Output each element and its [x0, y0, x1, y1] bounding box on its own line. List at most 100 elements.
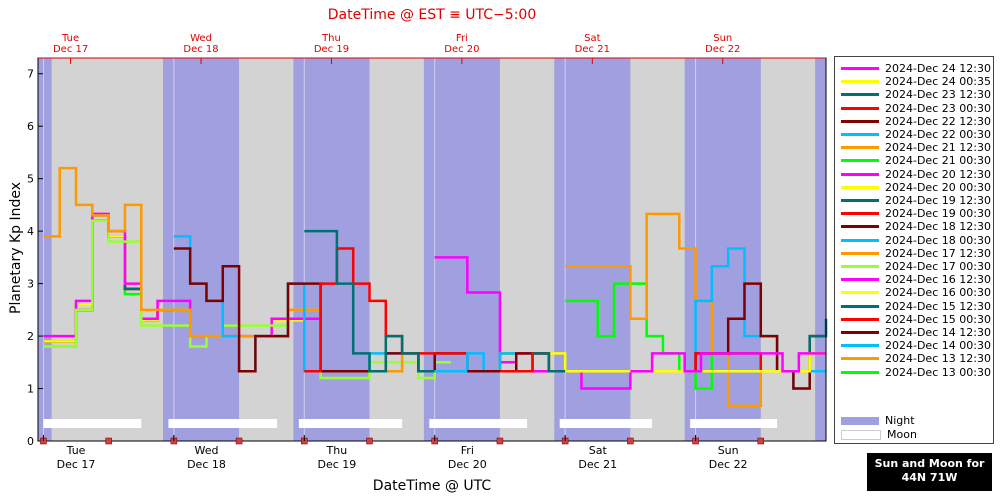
bottom-date-label: Dec 20: [448, 458, 487, 471]
legend-entry: 2024-Dec 16 00:30: [841, 286, 991, 299]
moon-bar: [43, 419, 142, 428]
time-marker: [627, 437, 634, 445]
legend-swatch: [841, 344, 879, 348]
legend-label: 2024-Dec 16 12:30: [885, 273, 991, 287]
top-day-label: Fri: [456, 33, 468, 44]
legend-entry: 2024-Dec 14 00:30: [841, 339, 991, 352]
legend-swatch: [841, 251, 879, 255]
top-date-label: Dec 18: [183, 44, 218, 55]
legend-swatch: [841, 212, 879, 216]
moon-bar: [690, 419, 778, 428]
legend-label: 2024-Dec 22 00:30: [885, 128, 991, 141]
series-line: [173, 247, 517, 373]
legend-entry: 2024-Dec 18 12:30: [841, 220, 991, 233]
night-band: [684, 58, 761, 441]
legend-label: 2024-Dec 23 00:30: [885, 101, 991, 115]
legend-swatch: [841, 185, 879, 189]
legend-entry: 2024-Dec 15 00:30: [841, 313, 991, 326]
legend-swatch: [841, 67, 879, 70]
night-band: [293, 58, 370, 441]
time-marker: [105, 437, 112, 445]
legend-label: 2024-Dec 16 00:30: [885, 286, 991, 300]
legend-entry: 2024-Dec 22 00:30: [841, 128, 991, 141]
bottom-day-label: Sat: [589, 444, 608, 457]
y-tick-label: 4: [27, 225, 34, 238]
moon-bar: [298, 419, 403, 428]
time-marker: [496, 437, 504, 445]
legend-label: 2024-Dec 13 00:30: [885, 365, 991, 379]
legend-entry: 2024-Dec 23 12:30: [841, 88, 991, 101]
legend-entry: 2024-Dec 13 00:30: [841, 366, 991, 379]
legend-swatch: [841, 278, 879, 282]
bottom-date-label: Dec 17: [57, 458, 96, 471]
sun-moon-location-box: Sun and Moon for 44N 71W: [867, 453, 992, 491]
legend-label: 2024-Dec 18 12:30: [885, 220, 991, 234]
legend-swatch: [841, 331, 879, 334]
top-date-label: Dec 22: [705, 44, 740, 55]
top-day-label: Tue: [61, 33, 79, 44]
legend-entry: 2024-Dec 16 12:30: [841, 273, 991, 286]
legend-entry: 2024-Dec 14 12:30: [841, 326, 991, 339]
legend-swatch: [841, 357, 879, 361]
legend-label: 2024-Dec 13 12:30: [885, 352, 991, 366]
legend-label: 2024-Dec 23 12:30: [885, 88, 991, 102]
legend-entry: 2024-Dec 24 12:30: [841, 62, 991, 75]
legend-entry: 2024-Dec 22 12:30: [841, 115, 991, 128]
legend-entry: 2024-Dec 20 00:30: [841, 181, 991, 194]
legend-entry: 2024-Dec 13 12:30: [841, 352, 991, 365]
legend-swatch: [841, 291, 879, 295]
day-night-background: [38, 58, 827, 441]
night-band: [815, 58, 826, 441]
chart-top-title: DateTime @ EST ≡ UTC−5:00: [328, 7, 536, 23]
legend-swatch: [841, 199, 879, 202]
bottom-date-label: Dec 22: [709, 458, 748, 471]
legend-swatch: [841, 304, 879, 308]
legend: 2024-Dec 24 12:30 2024-Dec 24 00:35 2024-D…: [834, 56, 994, 444]
legend-entry: 2024-Dec 19 00:30: [841, 207, 991, 220]
sunmoon-line2: 44N 71W: [901, 471, 958, 484]
top-day-label: Wed: [190, 33, 212, 44]
legend-label: 2024-Dec 19 12:30: [885, 194, 991, 207]
top-day-label: Sat: [584, 33, 600, 44]
legend-label: 2024-Dec 24 12:30: [885, 62, 991, 75]
bottom-day-label: Tue: [66, 444, 86, 457]
y-tick-label: 0: [27, 435, 34, 448]
legend-label: 2024-Dec 21 00:30: [885, 154, 991, 168]
legend-label: 2024-Dec 20 00:30: [885, 180, 991, 194]
legend-label: Night: [885, 414, 915, 427]
legend-label: 2024-Dec 15 12:30: [885, 299, 991, 313]
y-tick-label: 7: [27, 68, 34, 81]
top-day-label: Thu: [321, 33, 341, 44]
legend-swatch: [841, 238, 879, 242]
legend-swatch: [841, 106, 879, 110]
y-tick-label: 1: [27, 383, 34, 396]
night-band: [43, 58, 52, 441]
legend-night: Night: [841, 414, 915, 427]
x-axis-label: DateTime @ UTC: [373, 478, 492, 494]
time-marker: [757, 437, 765, 445]
legend-patch: [841, 416, 879, 425]
time-marker: [366, 437, 373, 445]
legend-swatch: [841, 225, 879, 229]
legend-swatch: [841, 119, 879, 123]
legend-label: Moon: [887, 428, 917, 441]
series-line: [43, 212, 321, 338]
legend-swatch: [841, 133, 879, 136]
time-marker: [235, 437, 243, 445]
kp-chart: DateTime @ EST ≡ UTC−5:00 01234567TueDec…: [8, 7, 828, 494]
y-tick-label: 3: [27, 278, 34, 291]
bottom-day-label: Sun: [718, 444, 739, 457]
legend-swatch: [841, 370, 879, 374]
series-lines: [43, 166, 828, 408]
night-band: [554, 58, 631, 441]
legend-entry: 2024-Dec 21 00:30: [841, 154, 991, 167]
moon-bar: [559, 419, 653, 428]
legend-label: 2024-Dec 14 12:30: [885, 326, 991, 339]
bottom-date-label: Dec 19: [318, 458, 357, 471]
bottom-day-label: Wed: [194, 444, 218, 457]
moon-bar: [429, 419, 528, 428]
legend-swatch: [841, 93, 879, 97]
legend-swatch: [841, 146, 879, 150]
series-line: [630, 352, 826, 373]
